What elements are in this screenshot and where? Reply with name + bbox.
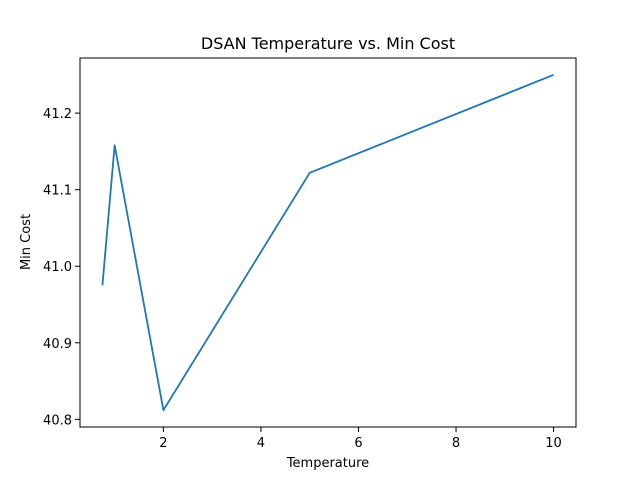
y-tick-label: 41.1 <box>43 184 72 199</box>
y-tick-label: 41.0 <box>43 260 72 275</box>
x-tick-label: 8 <box>452 436 460 451</box>
x-tick-label: 6 <box>354 436 362 451</box>
plot-area-frame <box>79 57 577 428</box>
series-line <box>101 74 554 412</box>
x-tick-label: 2 <box>159 436 167 451</box>
chart-title: DSAN Temperature vs. Min Cost <box>201 34 455 53</box>
y-axis: 40.8 40.9 41.0 41.1 41.2 <box>43 107 80 428</box>
x-axis: 2 4 6 8 10 <box>159 427 562 451</box>
y-tick-label: 41.2 <box>43 107 72 122</box>
x-tick-label: 4 <box>257 436 265 451</box>
y-tick-label: 40.9 <box>43 337 72 352</box>
y-axis-label: Min Cost <box>19 214 34 270</box>
x-tick-label: 10 <box>545 436 562 451</box>
x-axis-label: Temperature <box>286 456 369 471</box>
y-tick-label: 40.8 <box>43 413 72 428</box>
